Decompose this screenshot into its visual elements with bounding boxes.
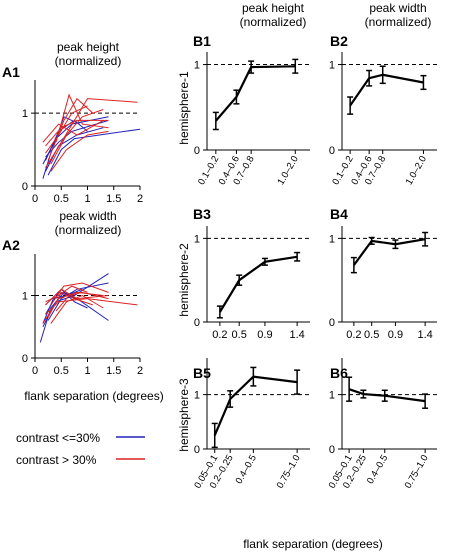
x-tick-label: 0 — [32, 193, 38, 205]
x-tick-label: 0.2 — [212, 329, 227, 341]
col-title-height-line-2: (normalized) — [240, 15, 307, 29]
x-tick-label: 0.9 — [257, 329, 272, 341]
x-tick-label: 0.5 — [54, 193, 69, 205]
mean-line — [218, 255, 298, 313]
mean-line — [213, 375, 298, 436]
y-tick-label: 1 — [329, 60, 335, 72]
x-tick-label: 0.5 — [364, 329, 379, 341]
y-tick-label: 1 — [22, 291, 28, 303]
x-tick-label: 1 — [84, 193, 90, 205]
series-line-high — [45, 105, 88, 154]
col-title-width: peak width (normalized) — [365, 1, 432, 29]
panel-title-a2: peak width (normalized) — [55, 209, 122, 237]
panel-label-b2: B2 — [330, 33, 348, 49]
panel-title-line: (normalized) — [55, 223, 122, 237]
mean-line — [214, 65, 296, 122]
y-tick-label: 1 — [194, 390, 200, 402]
x-label-right: flank separation (degrees) — [243, 537, 382, 551]
panel-label-b3: B3 — [193, 206, 211, 222]
series-line-low — [47, 128, 141, 176]
row-title-3: hemisphere-3 — [177, 378, 191, 452]
x-tick-label: 0.4–0.5 — [234, 453, 259, 486]
panel-a1: A1 peak height (normalized) 0 1 0 0.5 1 1.5 2 — [2, 40, 143, 205]
y-tick-label: 1 — [329, 390, 335, 402]
x-tick-label: 0.5 — [232, 329, 247, 341]
series-line-high — [55, 93, 109, 143]
panel-title-a1: peak height (normalized) — [55, 40, 122, 68]
y-tick-label: 1 — [194, 233, 200, 245]
y-tick-label: 0 — [194, 317, 200, 329]
y-tick-label: 0 — [194, 145, 200, 157]
series-line-high — [55, 291, 109, 312]
y-tick-label: 1 — [22, 108, 28, 120]
series-line-high — [45, 288, 109, 306]
panel-b4: B4 0 1 0.2 0.5 0.9 1.4 — [329, 206, 437, 341]
legend-label-high: contrast > 30% — [16, 453, 97, 467]
col-title-width-line-1: peak width — [369, 1, 426, 15]
x-tick-label: 1 — [84, 365, 90, 377]
y-tick-label: 0 — [22, 353, 28, 365]
panel-title-line: (normalized) — [55, 54, 122, 68]
panel-title-line: peak width — [59, 209, 116, 223]
y-tick-label: 0 — [329, 145, 335, 157]
series-line-high — [50, 130, 109, 172]
x-tick-label: 0 — [32, 365, 38, 377]
x-tick-label: 1.0–2.0 — [404, 154, 429, 187]
series-line-high — [45, 298, 138, 315]
x-tick-label: 0.9 — [388, 329, 403, 341]
y-tick-label: 0 — [22, 181, 28, 193]
panel-label-b5: B5 — [193, 365, 211, 381]
panel-title-line: peak height — [57, 40, 120, 54]
x-tick-label: 1.5 — [106, 365, 121, 377]
x-tick-label: 1.4 — [289, 329, 304, 341]
x-tick-label: 1.5 — [106, 193, 121, 205]
panel-label-b1: B1 — [193, 33, 211, 49]
legend-label-low: contrast <=30% — [16, 431, 100, 445]
series-line-low — [45, 127, 104, 172]
series-line-high — [45, 119, 109, 147]
x-tick-label: 2 — [137, 365, 143, 377]
panel-label-b4: B4 — [330, 206, 348, 222]
y-tick-label: 0 — [329, 317, 335, 329]
x-tick-label: 2 — [137, 193, 143, 205]
mean-line — [353, 238, 426, 266]
panel-b3: B3 0 1 0.2 0.5 0.9 1.4 — [193, 206, 310, 341]
panel-a2: A2 peak width (normalized) 0 1 0 0.5 1 1.5 2 — [2, 209, 143, 377]
y-tick-label: 0 — [194, 444, 200, 456]
panel-label-a2: A2 — [2, 237, 20, 253]
series-line-high — [45, 98, 138, 169]
row-title-1: hemisphere-1 — [177, 71, 191, 145]
series-line-low — [45, 119, 88, 161]
x-tick-label: 0.2 — [346, 329, 361, 341]
series-line-high — [42, 119, 104, 143]
y-tick-label: 0 — [329, 444, 335, 456]
y-tick-label: 1 — [194, 60, 200, 72]
panel-label-b6: B6 — [330, 365, 348, 381]
series-line-high — [50, 109, 104, 165]
x-tick-label: 0.75–1.0 — [403, 453, 431, 491]
panel-label-a1: A1 — [2, 64, 20, 80]
mean-line — [348, 388, 426, 403]
legend: contrast <=30% contrast > 30% — [16, 431, 145, 467]
col-title-height: peak height (normalized) — [240, 1, 307, 29]
x-label-left: flank separation (degrees) — [24, 389, 163, 403]
y-tick-label: 1 — [329, 233, 335, 245]
x-tick-label: 1.0–2.0 — [276, 154, 301, 187]
mean-line — [349, 73, 424, 107]
row-title-2: hemisphere-2 — [177, 243, 191, 317]
col-title-height-line-1: peak height — [242, 1, 305, 15]
x-tick-label: 0.4–0.5 — [365, 453, 390, 486]
x-tick-label: 1.4 — [417, 329, 432, 341]
x-tick-label: 0.5 — [54, 365, 69, 377]
x-tick-label: 0.75–1.0 — [275, 453, 303, 491]
series-line-high — [50, 282, 109, 306]
col-title-width-line-2: (normalized) — [365, 15, 432, 29]
